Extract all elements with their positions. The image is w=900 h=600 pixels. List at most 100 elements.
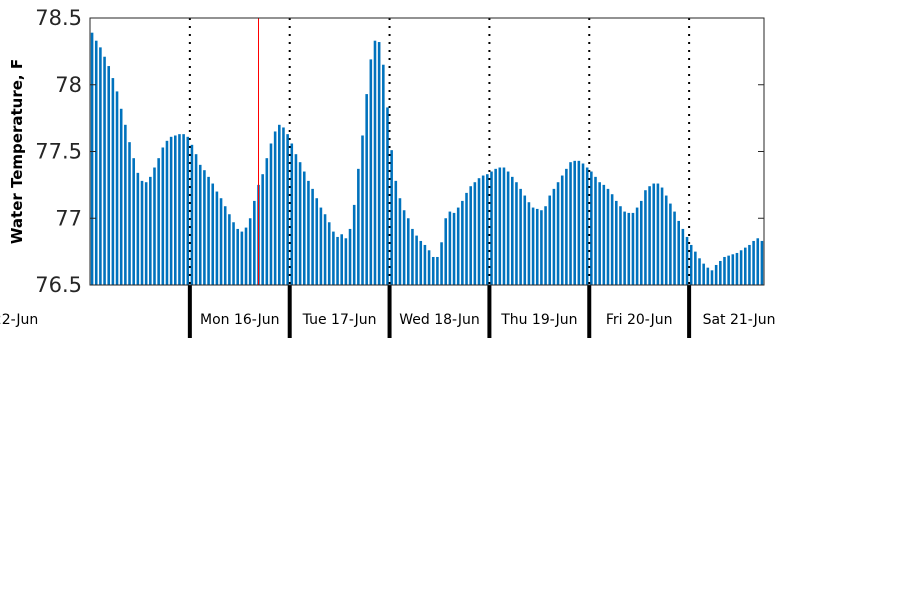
bar xyxy=(103,56,106,285)
bar xyxy=(111,78,115,285)
bar xyxy=(365,94,368,285)
bar xyxy=(302,171,306,285)
bar xyxy=(527,202,531,285)
bar xyxy=(519,188,522,285)
bar xyxy=(752,240,755,285)
bar xyxy=(714,264,718,285)
bar xyxy=(128,142,131,285)
bar xyxy=(735,252,739,285)
y-axis: 76.5 77 77.5 78 78.5 xyxy=(35,6,764,297)
bar xyxy=(719,260,722,285)
bar xyxy=(635,207,639,285)
bar xyxy=(677,220,680,285)
bar xyxy=(565,168,568,285)
bar xyxy=(573,160,576,285)
bar xyxy=(498,167,502,285)
bar xyxy=(577,160,581,285)
bar xyxy=(124,124,127,285)
bar xyxy=(382,64,385,285)
y-tick-label: 77 xyxy=(55,206,82,230)
bar xyxy=(540,210,543,285)
bar xyxy=(269,143,273,285)
bar xyxy=(639,200,643,285)
bar xyxy=(615,200,618,285)
y-axis-label: Water Temperature, F xyxy=(8,59,26,244)
x-axis-day-labels: Mon 16-Jun Tue 17-Jun Wed 18-Jun Thu 19-Jun… xyxy=(0,312,776,328)
bar xyxy=(390,150,393,285)
bar xyxy=(94,40,98,286)
bar xyxy=(315,198,319,285)
bar xyxy=(481,175,485,285)
bar xyxy=(710,270,714,285)
bar xyxy=(236,228,239,285)
bar xyxy=(723,256,726,285)
bar xyxy=(506,171,510,285)
y-tick-label: 78 xyxy=(55,73,82,97)
bar xyxy=(669,203,672,285)
bar xyxy=(348,228,352,285)
bar xyxy=(660,187,664,285)
bar xyxy=(307,180,310,285)
bar xyxy=(644,190,647,285)
bar xyxy=(323,214,327,285)
bar xyxy=(452,212,456,285)
bar xyxy=(136,172,140,285)
bar xyxy=(739,250,743,285)
bar xyxy=(436,256,439,285)
bar xyxy=(182,134,185,285)
bar xyxy=(602,184,606,286)
bar xyxy=(648,186,651,285)
bar xyxy=(419,240,423,285)
bar xyxy=(731,254,735,285)
bar xyxy=(165,140,169,285)
bar xyxy=(619,206,622,285)
bar xyxy=(178,134,181,285)
bar xyxy=(261,174,264,285)
bar xyxy=(149,176,152,285)
bar xyxy=(140,180,144,285)
y-tick-label: 77.5 xyxy=(35,140,82,164)
bar xyxy=(344,238,348,285)
bar xyxy=(99,47,102,286)
bar xyxy=(652,183,656,285)
bar xyxy=(673,211,676,285)
bar xyxy=(556,182,560,285)
bar xyxy=(756,238,760,285)
bars-layer xyxy=(90,32,764,286)
bar xyxy=(689,244,693,285)
day-label: Sun 22-Jun xyxy=(0,312,38,328)
bar xyxy=(157,158,160,285)
day-label: Thu 19-Jun xyxy=(500,312,577,328)
bar xyxy=(490,171,493,285)
bar xyxy=(581,163,585,285)
bar xyxy=(273,131,277,285)
bar xyxy=(702,263,705,285)
bar xyxy=(465,192,468,285)
bar xyxy=(431,256,435,285)
bar xyxy=(494,168,497,285)
bar xyxy=(627,212,631,285)
day-label: Wed 18-Jun xyxy=(399,312,480,328)
bar xyxy=(598,182,601,285)
bar xyxy=(590,171,593,285)
bar xyxy=(282,127,285,285)
bar xyxy=(486,174,489,285)
bar xyxy=(664,195,668,285)
bar xyxy=(223,206,227,285)
bar xyxy=(427,250,431,285)
bar xyxy=(211,183,215,285)
bar xyxy=(411,228,414,285)
bar xyxy=(552,188,556,285)
bar xyxy=(560,175,564,285)
bar xyxy=(352,204,356,285)
bar xyxy=(107,66,111,285)
bar xyxy=(327,222,331,285)
bar xyxy=(332,231,335,285)
bar xyxy=(298,162,302,285)
bar xyxy=(377,42,381,285)
bar xyxy=(569,162,572,285)
day-label: Sat 21-Jun xyxy=(703,312,776,328)
day-label: Mon 16-Jun xyxy=(200,312,280,328)
bar xyxy=(361,135,364,285)
